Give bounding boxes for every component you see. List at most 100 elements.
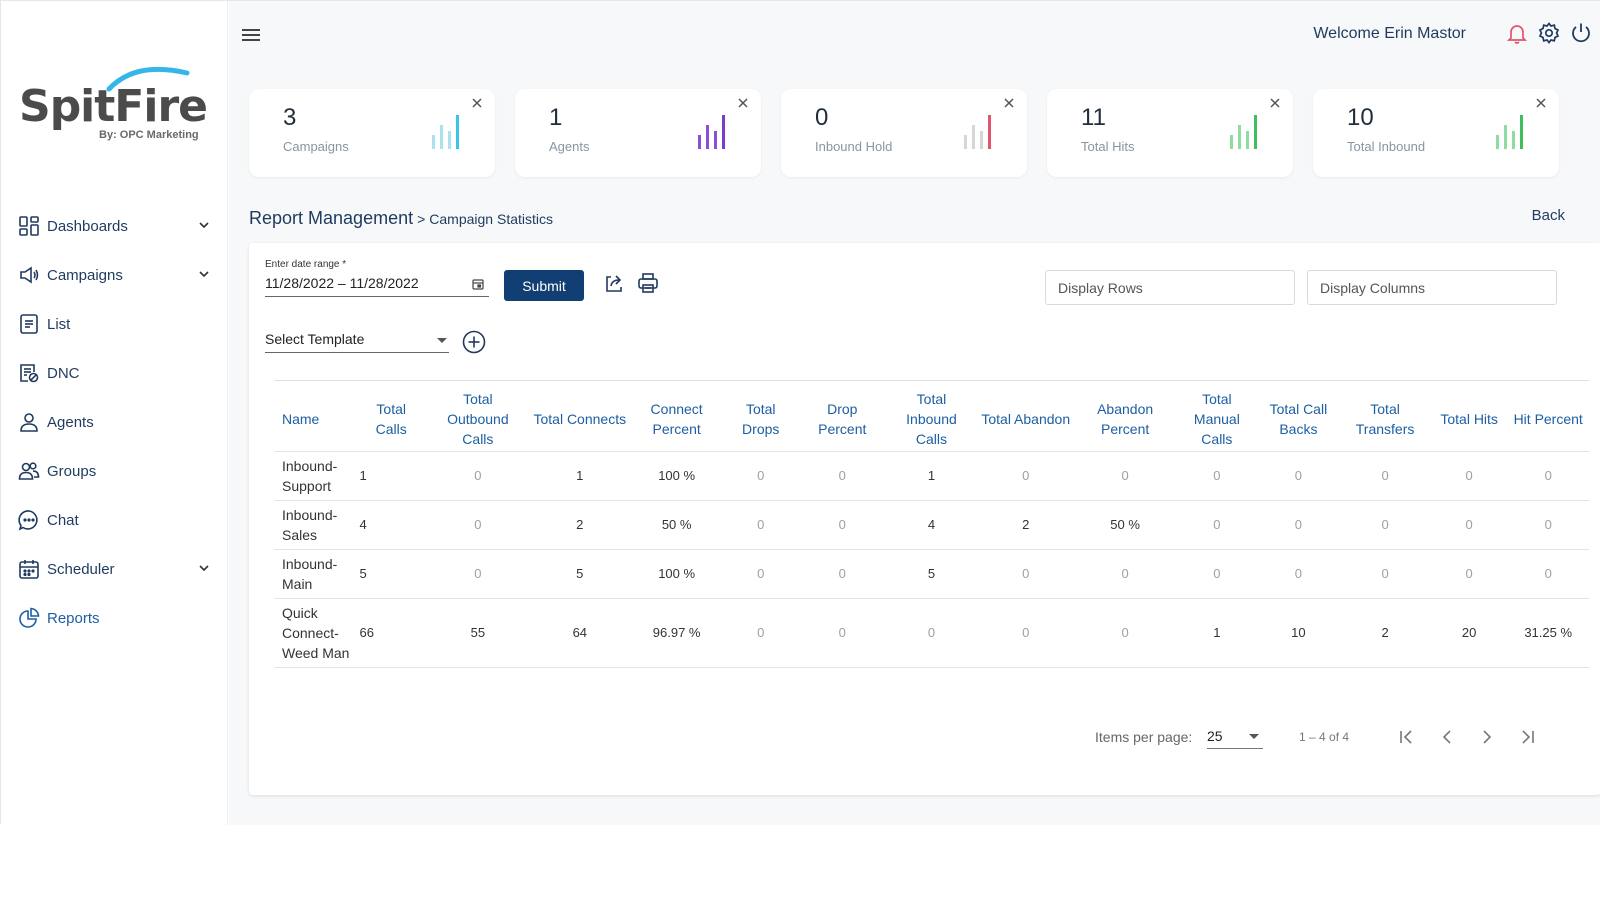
sidebar-item-campaigns[interactable]: Campaigns bbox=[17, 259, 217, 291]
stat-label: Total Hits bbox=[1081, 139, 1135, 154]
table-cell: 100 % bbox=[630, 451, 723, 501]
sidebar-item-scheduler[interactable]: Scheduler bbox=[17, 553, 217, 585]
table-cell: 0 bbox=[426, 549, 529, 599]
close-icon[interactable] bbox=[469, 95, 485, 111]
table-cell: 20 bbox=[1430, 598, 1508, 668]
column-header[interactable]: Hit Percent bbox=[1513, 411, 1583, 427]
sidebar-item-dnc[interactable]: DNC bbox=[17, 357, 217, 389]
close-icon[interactable] bbox=[1001, 95, 1017, 111]
chat-icon bbox=[17, 508, 41, 532]
table-cell: 1 bbox=[1176, 598, 1258, 668]
close-icon[interactable] bbox=[1267, 95, 1283, 111]
welcome-text: Welcome Erin Mastor bbox=[1313, 25, 1466, 42]
table-row: Inbound-Sales 4 0 2 50 % 0 0 4 2 50 % 0 … bbox=[274, 500, 1589, 550]
stat-value: 10 bbox=[1347, 104, 1374, 131]
column-header[interactable]: Name bbox=[282, 411, 320, 427]
add-circle-icon[interactable] bbox=[461, 329, 487, 355]
first-page-button[interactable] bbox=[1393, 723, 1421, 751]
table-cell: 0 bbox=[722, 451, 799, 501]
column-header[interactable]: Total Outbound Calls bbox=[447, 391, 509, 447]
column-header[interactable]: Total Transfers bbox=[1355, 401, 1415, 437]
column-header[interactable]: Total Abandon bbox=[981, 411, 1071, 427]
table-cell: 2 bbox=[528, 500, 631, 550]
main-content: Welcome Erin Mastor 3 Campaigns 1 Agents… bbox=[229, 1, 1600, 825]
table-cell: 0 bbox=[426, 451, 529, 501]
bar-chart-icon bbox=[432, 115, 459, 149]
column-header[interactable]: Total Drops bbox=[742, 401, 780, 437]
gear-icon[interactable] bbox=[1537, 21, 1561, 45]
column-header[interactable]: Total Hits bbox=[1440, 411, 1498, 427]
calendar-icon[interactable] bbox=[471, 277, 485, 296]
table-cell: Quick Connect-Weed Man bbox=[274, 598, 356, 668]
user-icon bbox=[17, 410, 41, 434]
table-cell: 96.97 % bbox=[630, 598, 723, 668]
sidebar-item-dashboards[interactable]: Dashboards bbox=[17, 210, 217, 242]
table-cell: 0 bbox=[1176, 549, 1258, 599]
table-cell: 2 bbox=[977, 500, 1075, 550]
logo-wordmark: SpitFire bbox=[19, 81, 208, 132]
items-per-page-label: Items per page: bbox=[1095, 729, 1193, 745]
column-header[interactable]: Drop Percent bbox=[818, 401, 867, 437]
column-header[interactable]: Abandon Percent bbox=[1097, 401, 1154, 437]
column-header[interactable]: Total Manual Calls bbox=[1193, 391, 1240, 447]
close-icon[interactable] bbox=[1533, 95, 1549, 111]
next-page-button[interactable] bbox=[1473, 723, 1501, 751]
menu-icon[interactable] bbox=[239, 23, 263, 47]
dashboard-icon bbox=[17, 214, 41, 238]
sidebar-item-groups[interactable]: Groups bbox=[17, 455, 217, 487]
items-per-page-select[interactable]: 25 bbox=[1207, 725, 1263, 749]
table-cell: 1 bbox=[355, 451, 427, 501]
breadcrumb-root[interactable]: Report Management bbox=[249, 208, 414, 228]
table-cell: 5 bbox=[885, 549, 978, 599]
date-range-label: Enter date range * bbox=[265, 259, 347, 270]
table-cell: 64 bbox=[528, 598, 631, 668]
sidebar-item-label: Reports bbox=[47, 609, 100, 627]
print-icon[interactable] bbox=[636, 271, 662, 297]
submit-button[interactable]: Submit bbox=[504, 270, 584, 301]
sidebar-item-label: Groups bbox=[47, 462, 97, 480]
stat-value: 0 bbox=[815, 104, 829, 131]
previous-page-button[interactable] bbox=[1433, 723, 1461, 751]
stat-value: 11 bbox=[1081, 104, 1106, 131]
bar-chart-icon bbox=[1230, 115, 1257, 149]
table-cell: 0 bbox=[977, 598, 1075, 668]
sidebar-item-reports[interactable]: Reports bbox=[17, 602, 217, 634]
logo-tagline: By: OPC Marketing bbox=[99, 129, 199, 141]
column-header[interactable]: Total Inbound Calls bbox=[906, 391, 957, 447]
last-page-button[interactable] bbox=[1513, 723, 1541, 751]
table-row: Quick Connect-Weed Man 66 55 64 96.97 % … bbox=[274, 598, 1589, 668]
table-cell: 0 bbox=[798, 500, 886, 550]
table-cell: 0 bbox=[722, 598, 799, 668]
back-link[interactable]: Back bbox=[1531, 207, 1565, 224]
sidebar-item-chat[interactable]: Chat bbox=[17, 504, 217, 536]
table-cell: 31.25 % bbox=[1507, 598, 1589, 668]
stat-label: Agents bbox=[549, 139, 590, 154]
sidebar-item-list[interactable]: List bbox=[17, 308, 217, 340]
bar-chart-icon bbox=[964, 115, 991, 149]
date-range-input[interactable]: 11/28/2022 – 11/28/2022 bbox=[265, 273, 489, 297]
table-cell: 0 bbox=[1074, 451, 1177, 501]
close-icon[interactable] bbox=[735, 95, 751, 111]
sidebar-item-label: Scheduler bbox=[47, 560, 115, 578]
display-rows-input[interactable] bbox=[1045, 270, 1295, 305]
column-header[interactable]: Total Connects bbox=[533, 411, 627, 427]
stat-card-campaigns: 3 Campaigns bbox=[249, 89, 495, 177]
caret-down-icon bbox=[1249, 734, 1259, 739]
stat-value: 3 bbox=[283, 104, 297, 131]
column-header[interactable]: Total Calls bbox=[375, 401, 407, 437]
table-cell: 0 bbox=[977, 549, 1075, 599]
column-header[interactable]: Total Call Backs bbox=[1269, 401, 1328, 437]
sidebar-item-agents[interactable]: Agents bbox=[17, 406, 217, 438]
table-cell: Inbound-Sales bbox=[274, 500, 356, 550]
app-window: SpitFire By: OPC Marketing Dashboards Ca… bbox=[0, 0, 1600, 825]
table-cell: 50 % bbox=[630, 500, 723, 550]
bell-icon[interactable] bbox=[1505, 21, 1529, 45]
items-per-page-value: 25 bbox=[1207, 728, 1223, 744]
select-template-dropdown[interactable]: Select Template bbox=[265, 329, 449, 353]
export-icon[interactable] bbox=[602, 271, 628, 297]
calendar-icon bbox=[17, 557, 41, 581]
display-columns-input[interactable] bbox=[1307, 270, 1557, 305]
column-header[interactable]: Connect Percent bbox=[650, 401, 703, 437]
power-icon[interactable] bbox=[1569, 21, 1593, 45]
table-cell: Inbound-Support bbox=[274, 451, 356, 501]
